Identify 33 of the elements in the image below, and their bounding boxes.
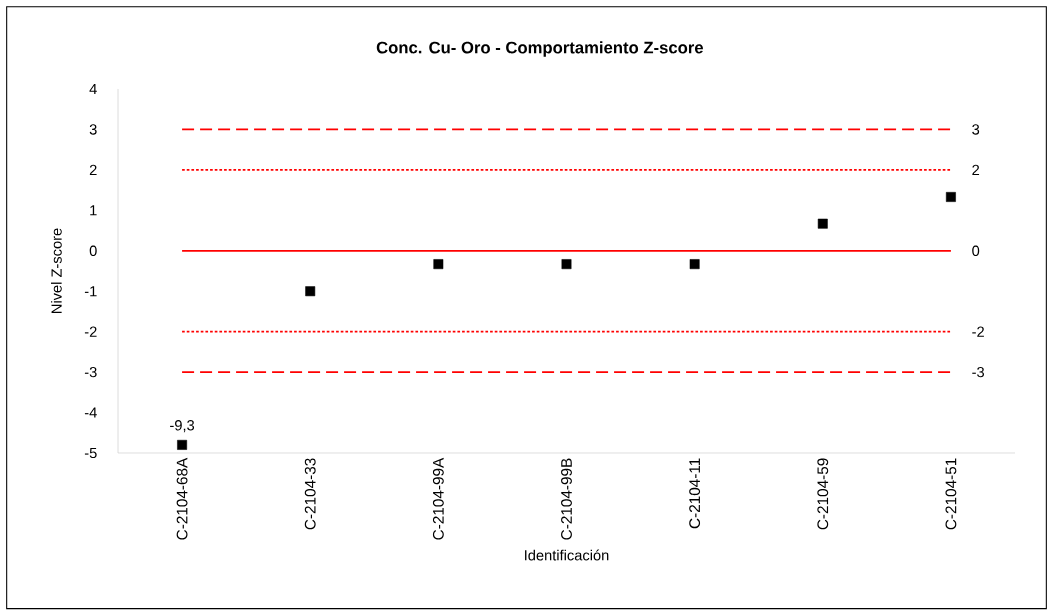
x-tick-label: C-2104-33 xyxy=(304,458,316,530)
ref-line-label: 2 xyxy=(972,164,980,175)
point xyxy=(945,192,956,202)
y-tick-label: 3 xyxy=(89,124,97,135)
annotation: -9,3 xyxy=(170,420,195,433)
point xyxy=(177,439,188,450)
x-tick-label: C-2104-99B xyxy=(561,458,572,540)
y-tick-label: -1 xyxy=(84,286,97,297)
y-tick-label: 1 xyxy=(90,205,97,216)
y-tick-label: 0 xyxy=(89,245,97,256)
ref-line-label: 3 xyxy=(972,124,980,135)
y-tick-label: -3 xyxy=(84,366,97,378)
x-tick-label: C-2104-11 xyxy=(689,458,701,529)
point xyxy=(305,286,316,297)
x-tick-label: C-2104-51 xyxy=(945,458,957,530)
y-tick-label: -4 xyxy=(84,407,97,418)
y-tick-label: 2 xyxy=(89,164,97,175)
x-tick-label: C-2104-68A xyxy=(176,457,188,540)
y-tick-label: -5 xyxy=(84,447,97,459)
chart-title: Conc. Cu- Oro - Comportamiento Z-score xyxy=(376,41,703,57)
ref-line-label: -2 xyxy=(972,326,984,337)
point xyxy=(433,259,444,270)
y-tick-label: 4 xyxy=(89,83,97,95)
x-tick-label: C-2104-99A xyxy=(432,457,444,540)
x-axis-title: Identificación xyxy=(525,549,609,561)
point xyxy=(561,259,572,270)
point xyxy=(817,218,828,229)
y-tick-label: -2 xyxy=(84,326,97,337)
ref-line-label: -3 xyxy=(972,366,985,378)
x-tick-label: C-2104-59 xyxy=(817,458,829,530)
y-axis-title: Nivel Z-score xyxy=(51,228,62,313)
ref-line-label: 0 xyxy=(972,245,980,256)
point xyxy=(689,259,700,270)
